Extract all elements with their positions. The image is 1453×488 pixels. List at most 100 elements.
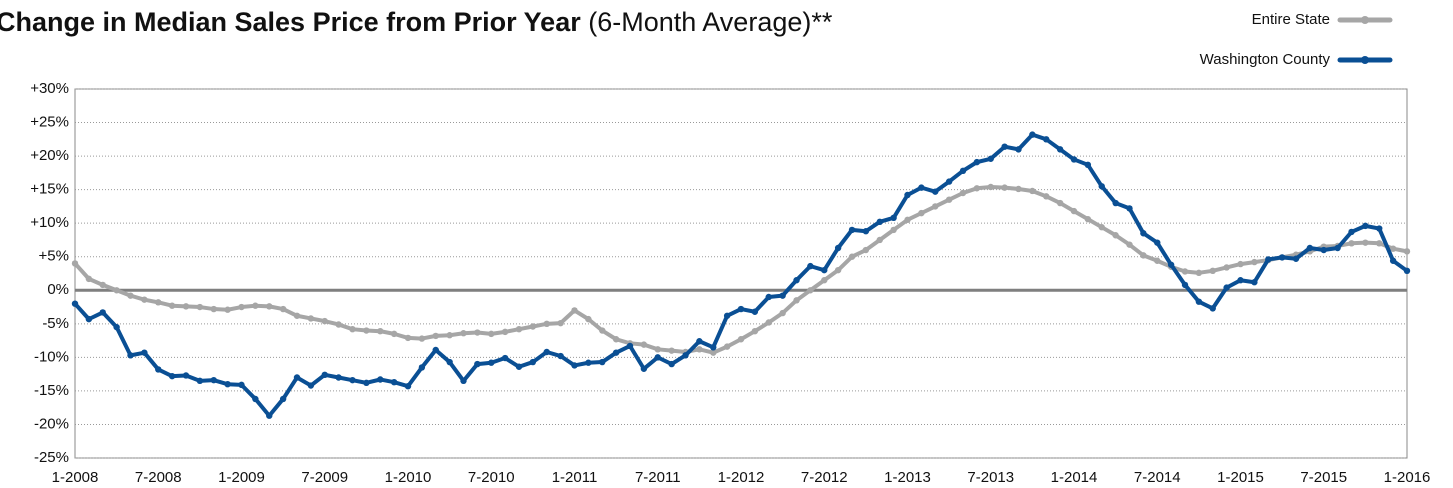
- point: [1015, 146, 1022, 153]
- point: [918, 184, 925, 191]
- point: [987, 183, 994, 191]
- point: [932, 188, 939, 195]
- point: [1001, 184, 1008, 191]
- point: [751, 308, 759, 315]
- x-tick-label: 7-2015: [1300, 469, 1347, 486]
- point: [1195, 298, 1203, 305]
- point: [1389, 257, 1397, 264]
- point: [307, 382, 315, 389]
- point: [127, 352, 134, 359]
- point: [1348, 228, 1355, 236]
- point: [918, 209, 925, 217]
- point: [640, 341, 648, 348]
- point: [141, 349, 148, 356]
- point: [1112, 232, 1119, 239]
- point: [710, 344, 717, 351]
- point: [807, 287, 814, 294]
- point: [1348, 240, 1355, 247]
- point: [723, 312, 731, 319]
- point: [1056, 146, 1064, 153]
- point: [182, 303, 190, 310]
- point: [390, 330, 398, 338]
- point: [557, 319, 564, 327]
- point: [1029, 187, 1036, 195]
- point: [987, 155, 994, 162]
- y-tick-label: +20%: [30, 147, 69, 164]
- series-line: [73, 132, 1409, 418]
- point: [224, 381, 231, 388]
- point: [1223, 264, 1230, 271]
- point: [224, 306, 231, 313]
- y-tick-label: +30%: [30, 80, 69, 97]
- point: [1126, 241, 1133, 248]
- point: [1084, 161, 1092, 169]
- point: [349, 376, 356, 384]
- point: [890, 226, 897, 234]
- x-tick-label: 7-2008: [135, 469, 182, 486]
- point: [1112, 199, 1119, 207]
- x-tick-label: 7-2012: [801, 469, 848, 486]
- point: [404, 334, 412, 342]
- point: [335, 374, 342, 381]
- y-tick-label: -15%: [34, 382, 69, 399]
- point: [821, 277, 828, 284]
- point: [807, 262, 814, 270]
- point: [571, 307, 578, 314]
- point: [1362, 222, 1369, 230]
- x-tick-label: 7-2010: [468, 469, 515, 486]
- legend-label: Entire State: [1252, 11, 1330, 28]
- point: [945, 196, 953, 203]
- point: [543, 320, 550, 328]
- point: [973, 185, 981, 192]
- y-tick-label: -5%: [42, 315, 69, 332]
- x-tick-label: 7-2014: [1134, 469, 1181, 486]
- point: [710, 349, 717, 356]
- y-tick-label: -25%: [34, 449, 69, 466]
- point: [571, 362, 578, 369]
- point: [1403, 267, 1411, 275]
- point: [779, 309, 786, 317]
- point: [168, 302, 176, 309]
- point: [1043, 136, 1050, 143]
- point: [210, 305, 217, 313]
- point: [765, 293, 772, 301]
- point: [529, 323, 537, 330]
- point: [460, 377, 467, 385]
- point: [363, 379, 370, 387]
- point: [238, 381, 245, 389]
- point: [793, 297, 800, 304]
- point: [1376, 225, 1383, 232]
- point: [751, 327, 759, 335]
- y-tick-label: +15%: [30, 181, 69, 198]
- point: [155, 366, 162, 373]
- x-tick-label: 7-2011: [635, 469, 681, 486]
- point: [612, 349, 620, 356]
- point: [515, 325, 523, 333]
- point: [793, 277, 800, 284]
- point: [696, 338, 703, 345]
- y-tick-label: +5%: [39, 248, 69, 265]
- point: [599, 358, 606, 366]
- point: [266, 303, 273, 310]
- point: [557, 352, 564, 360]
- point: [155, 299, 162, 306]
- point: [252, 395, 259, 403]
- point: [1167, 261, 1175, 268]
- point: [932, 203, 939, 210]
- point: [848, 226, 856, 234]
- x-tick-label: 1-2008: [52, 469, 99, 486]
- point: [127, 292, 134, 299]
- point: [182, 372, 190, 379]
- point: [488, 330, 495, 338]
- point: [404, 383, 412, 390]
- point: [529, 358, 537, 366]
- point: [668, 360, 675, 368]
- x-tick-label: 1-2013: [884, 469, 931, 486]
- series-line: [73, 184, 1408, 355]
- point: [446, 332, 453, 339]
- y-tick-label: -20%: [34, 415, 69, 432]
- point: [113, 323, 120, 331]
- point: [904, 191, 911, 199]
- point: [543, 348, 550, 356]
